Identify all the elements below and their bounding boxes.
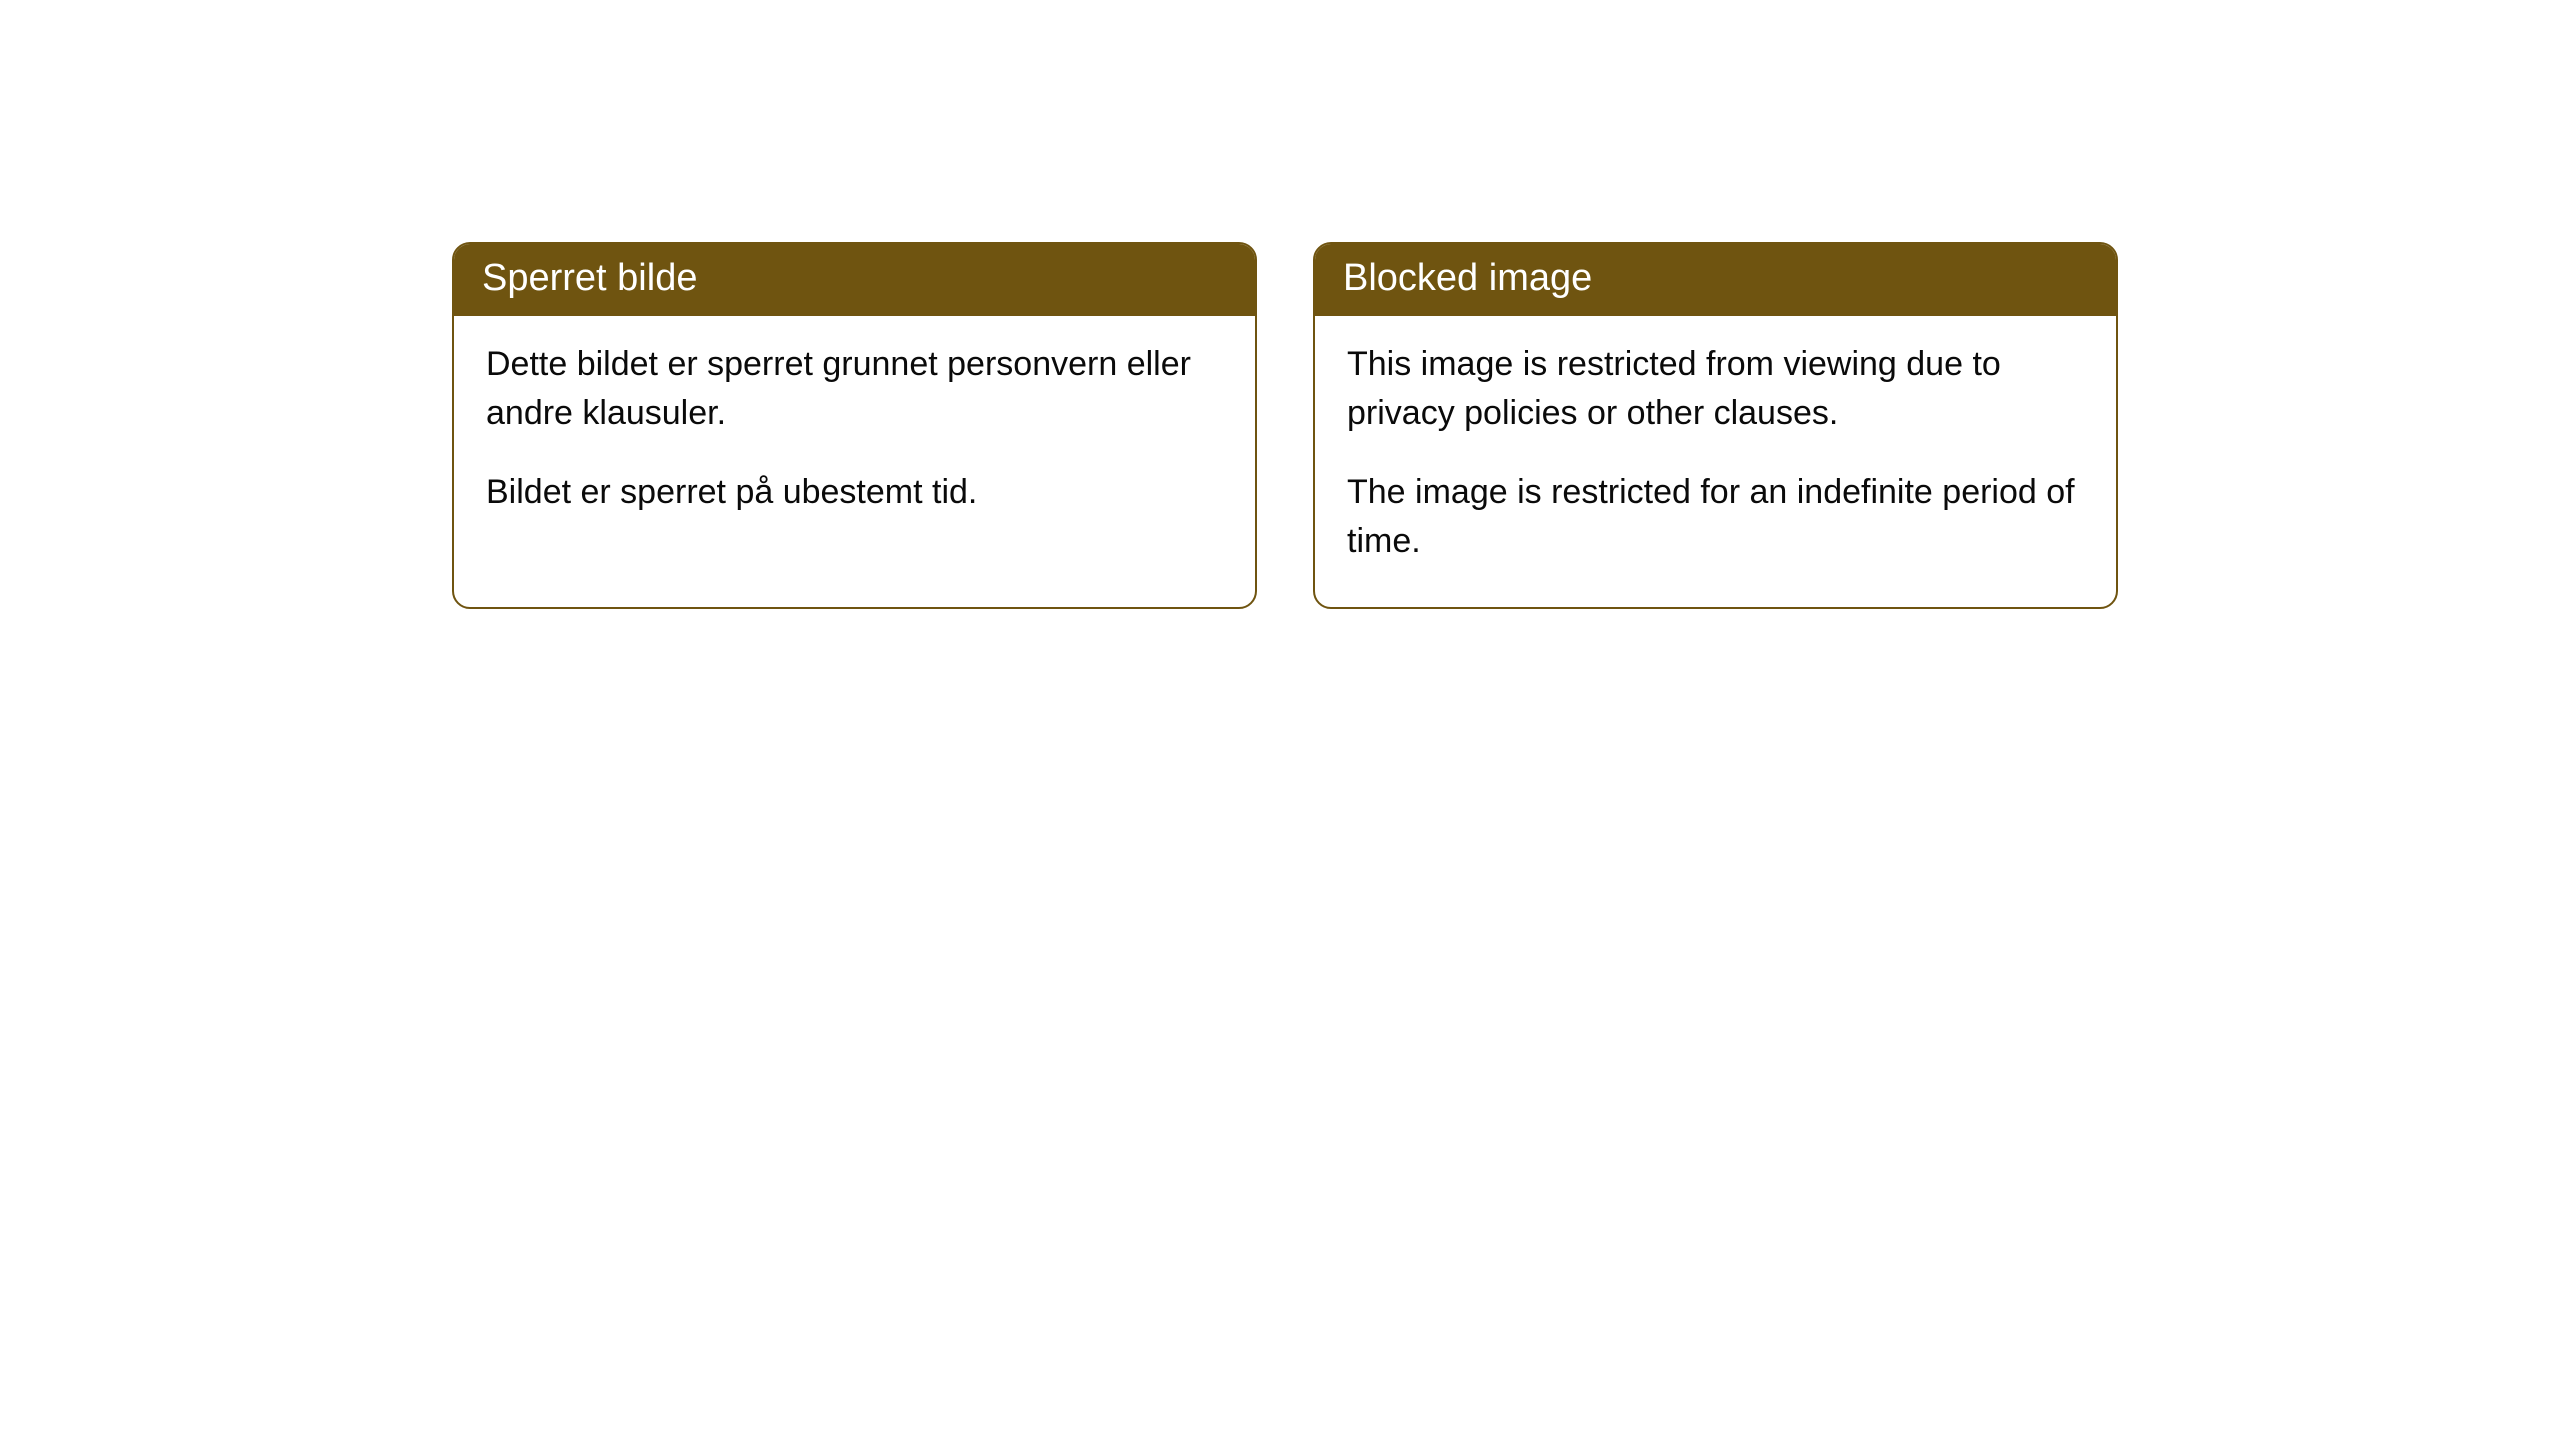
notice-card-english: Blocked image This image is restricted f… xyxy=(1313,242,2118,609)
card-header-norwegian: Sperret bilde xyxy=(454,244,1255,316)
card-header-english: Blocked image xyxy=(1315,244,2116,316)
notice-container: Sperret bilde Dette bildet er sperret gr… xyxy=(452,242,2118,609)
card-body-norwegian: Dette bildet er sperret grunnet personve… xyxy=(454,316,1255,558)
card-text-norwegian-1: Dette bildet er sperret grunnet personve… xyxy=(486,340,1223,439)
card-text-english-2: The image is restricted for an indefinit… xyxy=(1347,468,2084,567)
card-body-english: This image is restricted from viewing du… xyxy=(1315,316,2116,607)
notice-card-norwegian: Sperret bilde Dette bildet er sperret gr… xyxy=(452,242,1257,609)
card-text-english-1: This image is restricted from viewing du… xyxy=(1347,340,2084,439)
card-text-norwegian-2: Bildet er sperret på ubestemt tid. xyxy=(486,468,1223,517)
